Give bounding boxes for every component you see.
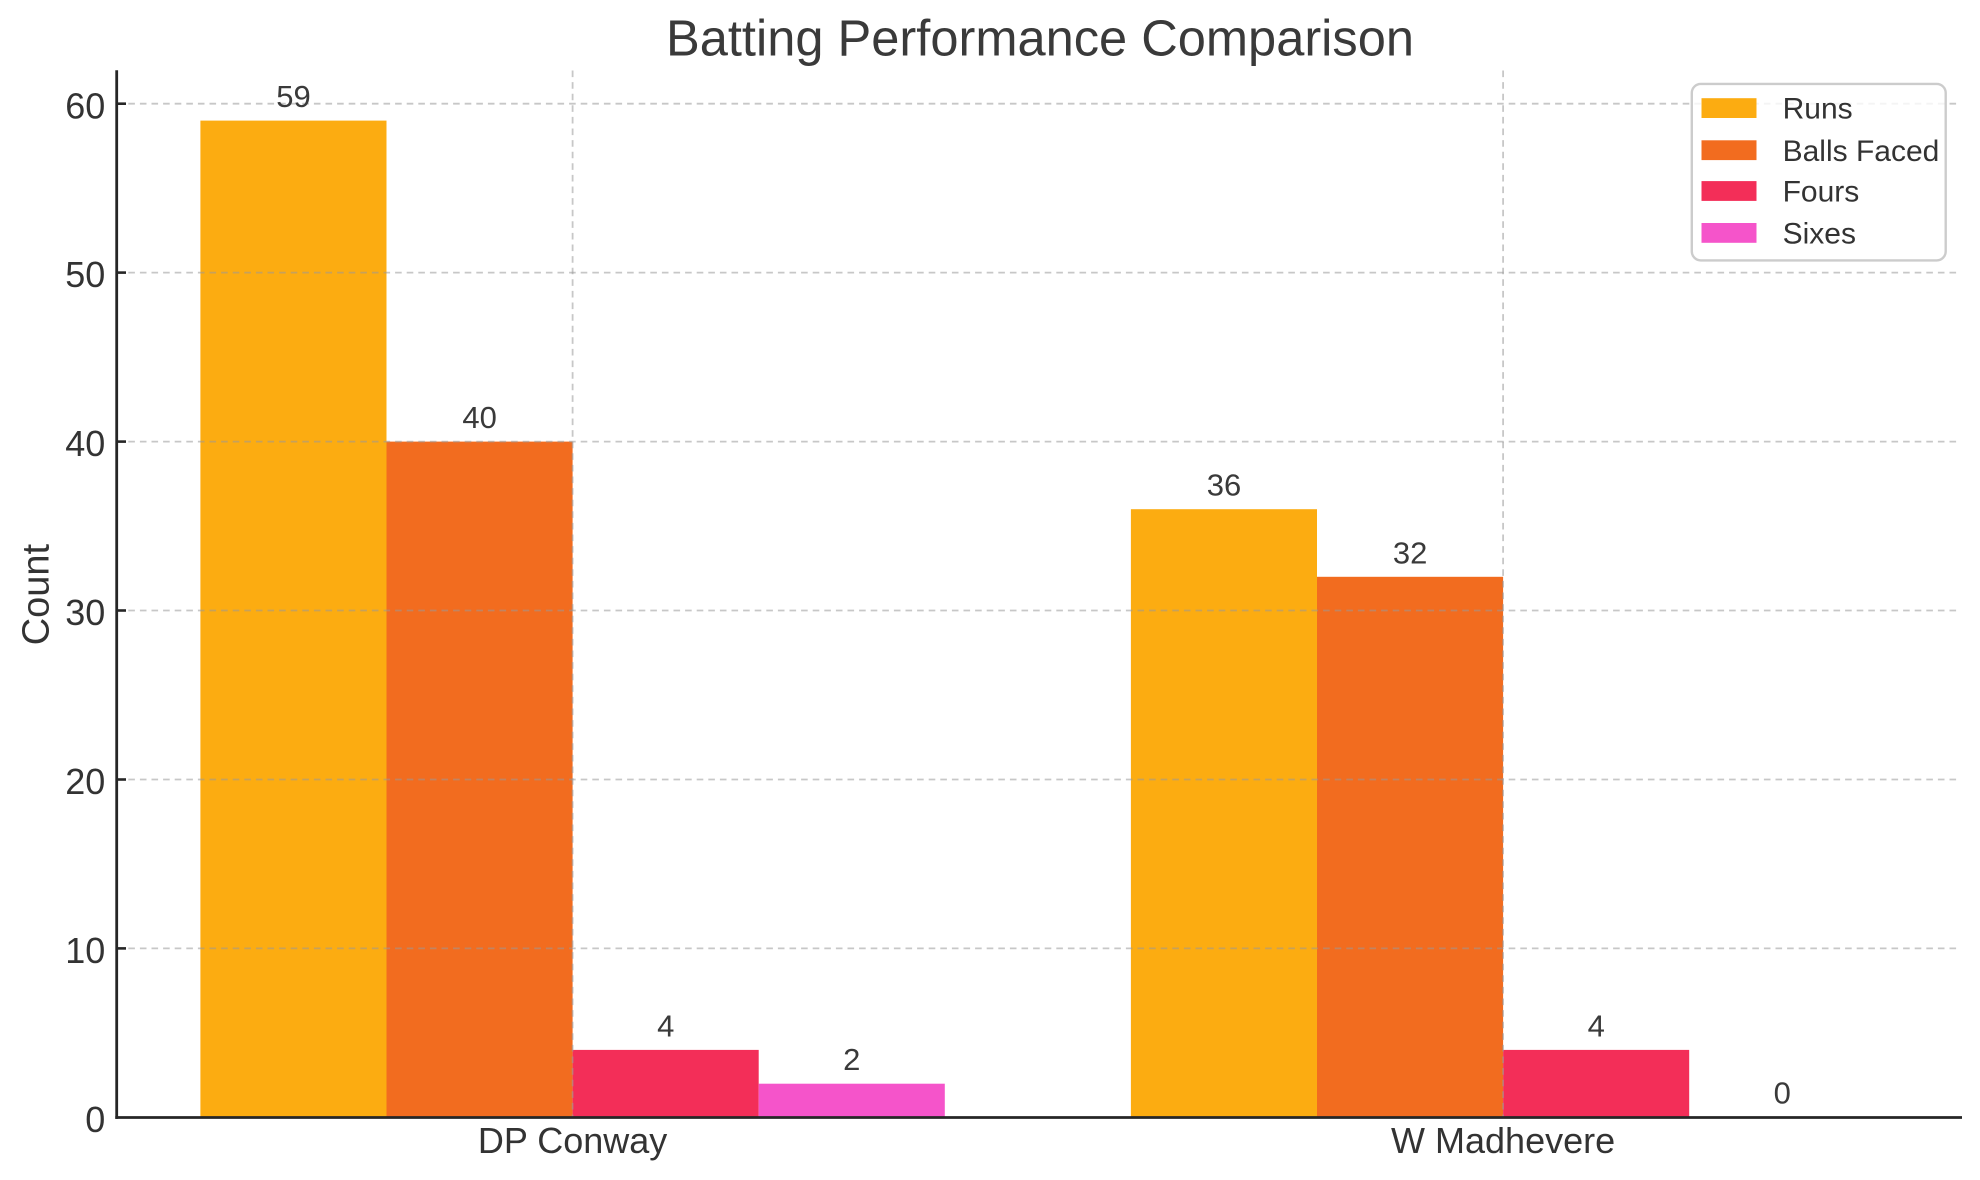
svg-text:Fours: Fours — [1783, 176, 1860, 209]
svg-text:0: 0 — [1774, 1076, 1791, 1111]
svg-text:36: 36 — [1207, 468, 1241, 503]
svg-text:40: 40 — [65, 423, 105, 464]
svg-text:Balls Faced: Balls Faced — [1783, 135, 1940, 168]
svg-text:30: 30 — [65, 592, 105, 633]
svg-text:Runs: Runs — [1783, 93, 1853, 126]
svg-text:20: 20 — [65, 761, 105, 802]
svg-text:4: 4 — [657, 1008, 674, 1043]
svg-text:2: 2 — [843, 1042, 860, 1077]
svg-text:DP Conway: DP Conway — [478, 1120, 667, 1161]
svg-text:Count: Count — [16, 543, 58, 645]
svg-text:50: 50 — [65, 254, 105, 295]
svg-text:60: 60 — [65, 85, 105, 126]
svg-text:W Madhevere: W Madhevere — [1391, 1120, 1615, 1161]
svg-text:4: 4 — [1588, 1008, 1605, 1043]
svg-text:32: 32 — [1393, 535, 1427, 570]
svg-text:0: 0 — [85, 1099, 105, 1140]
svg-text:59: 59 — [276, 79, 310, 114]
svg-text:10: 10 — [65, 930, 105, 971]
svg-text:Sixes: Sixes — [1783, 218, 1856, 251]
svg-text:Batting Performance Comparison: Batting Performance Comparison — [666, 10, 1414, 67]
svg-text:40: 40 — [462, 400, 496, 435]
